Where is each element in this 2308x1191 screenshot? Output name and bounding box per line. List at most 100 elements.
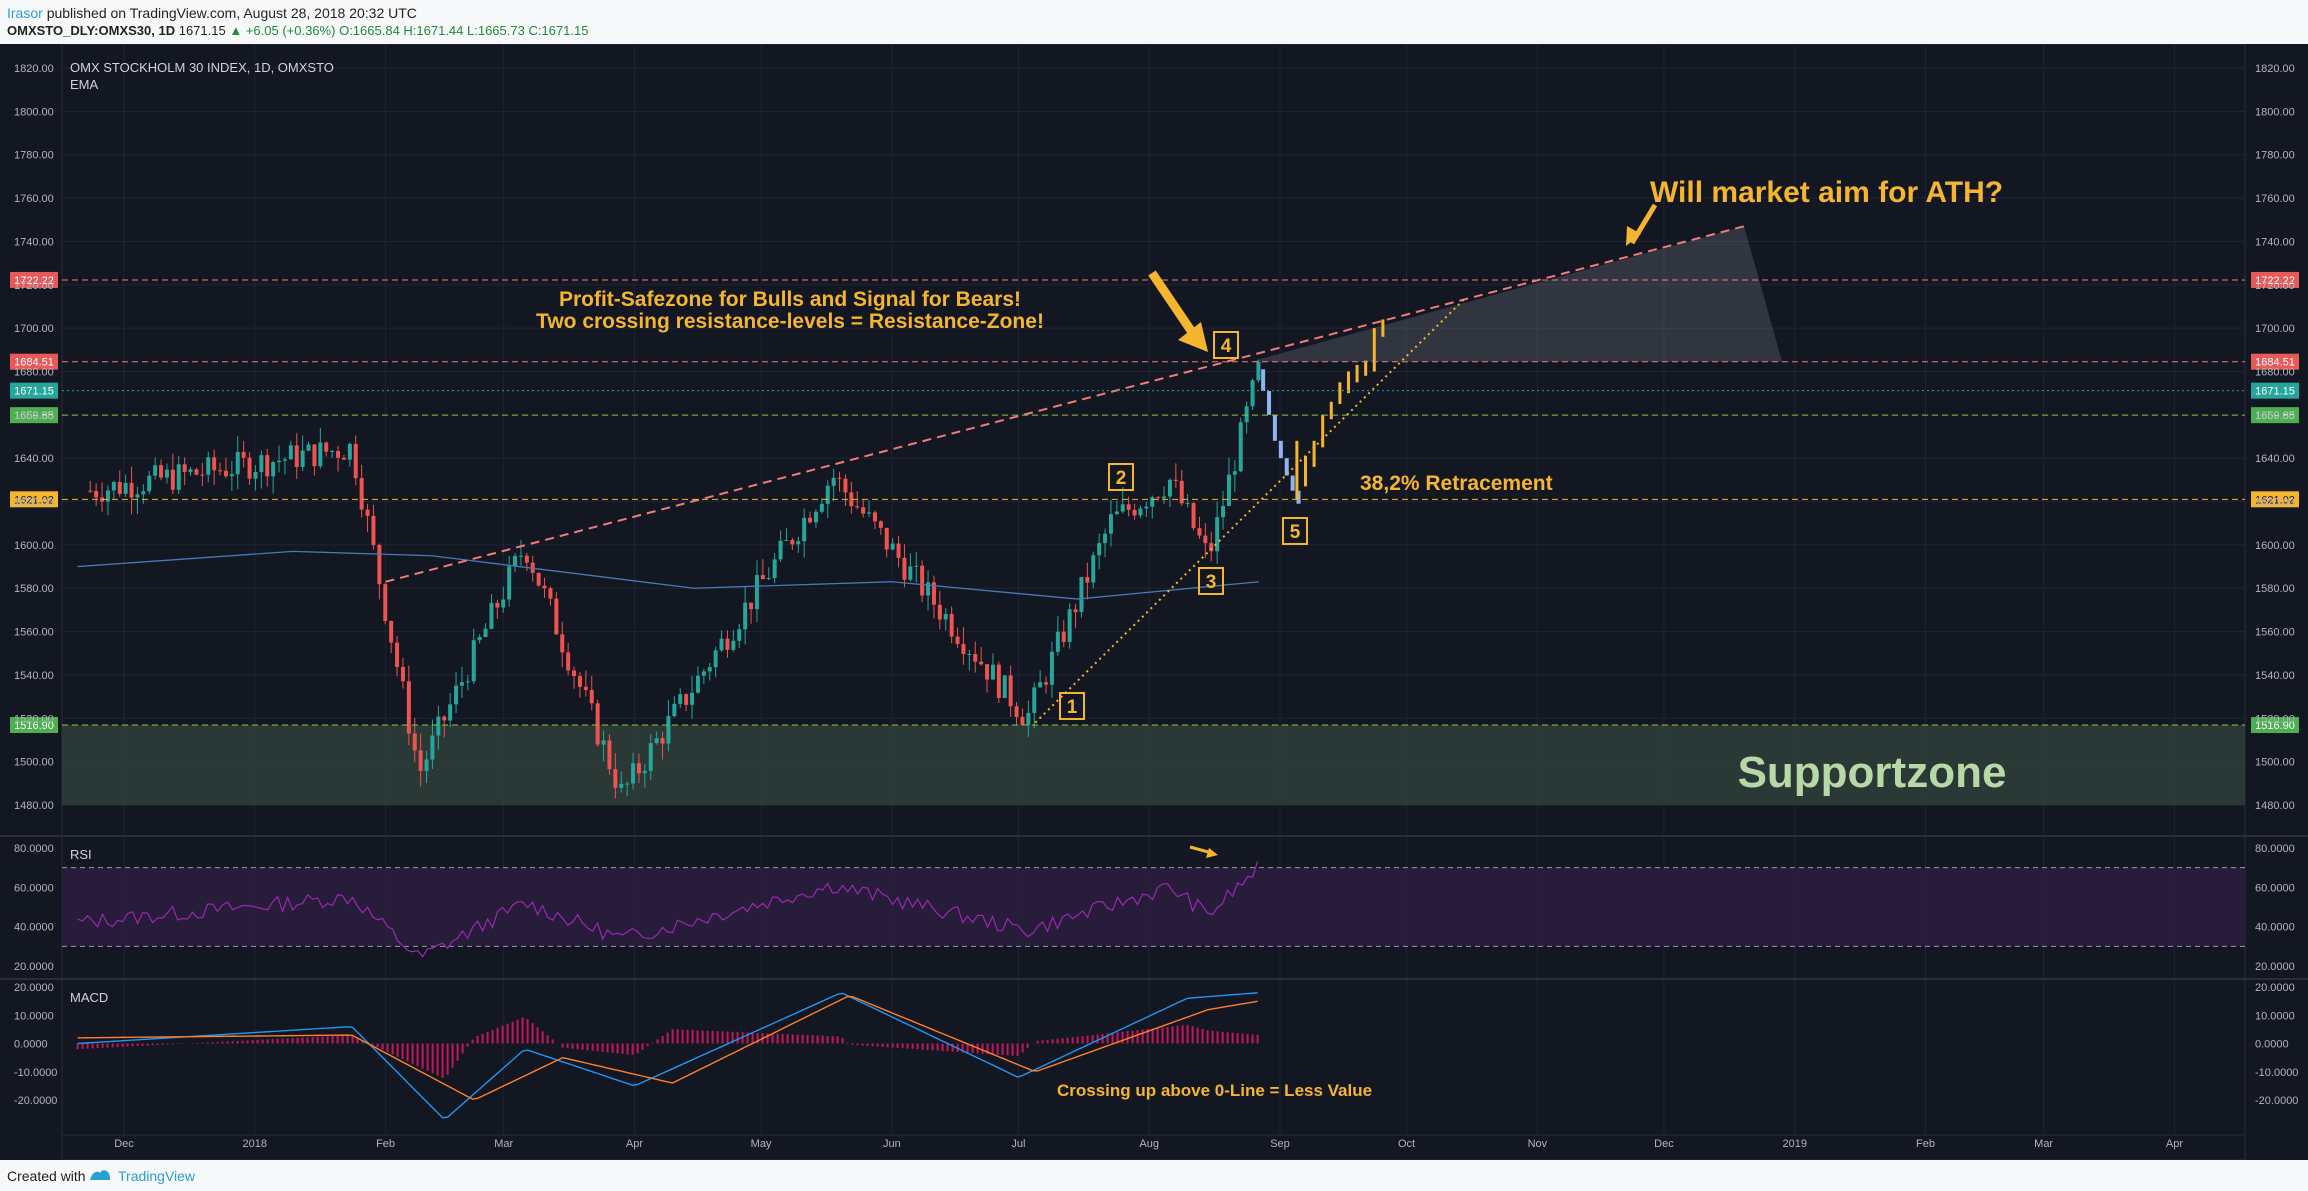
- candle: [501, 599, 506, 608]
- tradingview-logo-icon[interactable]: [88, 1166, 112, 1184]
- candle: [229, 474, 234, 477]
- rsi-line: [77, 861, 1259, 958]
- candle: [1103, 533, 1108, 544]
- y-tick-label-left: 1600.00: [14, 540, 54, 552]
- candle: [666, 716, 671, 744]
- candle: [383, 584, 388, 621]
- candle: [524, 555, 529, 563]
- candle: [170, 469, 175, 490]
- candle: [943, 614, 948, 620]
- candle: [808, 517, 813, 523]
- candle: [908, 566, 913, 580]
- candle: [819, 503, 824, 512]
- candle: [949, 614, 954, 637]
- candle: [713, 650, 718, 668]
- resistance-note-line2: Two crossing resistance-levels = Resista…: [536, 310, 1044, 333]
- candle: [1061, 631, 1066, 642]
- rsi-tick-left: 40.0000: [14, 922, 54, 934]
- candle: [678, 694, 683, 704]
- publish-header: Irasor published on TradingView.com, Aug…: [0, 0, 2308, 44]
- candle: [825, 485, 830, 504]
- ema-line: [77, 550, 1259, 600]
- plot-frame: [61, 44, 2246, 1160]
- rsi-tick-left: 60.0000: [14, 882, 54, 894]
- candle: [135, 494, 140, 498]
- y-tick-label-right: 1540.00: [2255, 670, 2295, 682]
- x-tick-label: Dec: [1654, 1138, 1674, 1150]
- candle: [371, 515, 376, 545]
- macd-label: MACD: [70, 990, 108, 1005]
- price-tag-label: 1659.85: [14, 410, 54, 422]
- candle: [583, 686, 588, 690]
- x-tick-label: Oct: [1398, 1138, 1415, 1150]
- y-tick-label-right: 1580.00: [2255, 583, 2295, 595]
- x-tick-label: Jun: [883, 1138, 901, 1150]
- candle: [872, 512, 877, 522]
- price-tag-label: 1659.85: [2255, 410, 2295, 422]
- x-tick-label: 2019: [1782, 1138, 1806, 1150]
- price-tag-label: 1621.02: [14, 494, 54, 506]
- candle: [265, 455, 270, 477]
- candle: [1238, 422, 1243, 472]
- candle: [194, 469, 199, 475]
- candle: [1185, 503, 1190, 505]
- x-tick-label: Dec: [114, 1138, 134, 1150]
- candle: [247, 457, 252, 479]
- candle: [790, 540, 795, 545]
- price-tag-label: 1684.51: [2255, 357, 2295, 369]
- candle: [442, 716, 447, 721]
- projection-candle: [1261, 369, 1266, 391]
- candle: [1032, 687, 1037, 713]
- candle: [1197, 528, 1202, 536]
- candle: [1079, 577, 1084, 613]
- projection-candle: [1284, 458, 1289, 476]
- candle: [642, 770, 647, 774]
- projection-bar: [1346, 371, 1350, 394]
- y-tick-label-right: 1620.00: [2255, 497, 2295, 509]
- macd-tick-right: 0.0000: [2255, 1039, 2289, 1051]
- candle: [560, 634, 565, 653]
- candle: [937, 604, 942, 620]
- y-tick-label-right: 1800.00: [2255, 106, 2295, 118]
- candle: [330, 450, 335, 452]
- candle: [996, 664, 1001, 698]
- candle: [359, 478, 364, 510]
- price-tag-label: 1684.51: [14, 357, 54, 369]
- projection-bar: [1321, 414, 1325, 448]
- y-tick-label-right: 1720.00: [2255, 280, 2295, 292]
- candle: [572, 670, 577, 677]
- candle: [601, 740, 606, 745]
- wave-label: 1: [1067, 697, 1078, 718]
- candle: [1244, 406, 1249, 423]
- candle: [513, 555, 518, 567]
- candle: [843, 478, 848, 493]
- y-tick-label-left: 1660.00: [14, 410, 54, 422]
- candle: [725, 638, 730, 650]
- candle: [636, 763, 641, 774]
- y-tick-label-left: 1740.00: [14, 236, 54, 248]
- y-tick-label-left: 1620.00: [14, 497, 54, 509]
- signal-line: [77, 995, 1258, 1100]
- price-tag-left: [10, 382, 58, 399]
- candle: [324, 442, 329, 452]
- candle: [1126, 504, 1131, 510]
- candle: [282, 459, 287, 461]
- projection-bar: [1364, 360, 1368, 376]
- x-tick-label: Mar: [494, 1138, 513, 1150]
- candle: [1108, 514, 1113, 534]
- candle: [784, 540, 789, 542]
- candle: [1020, 716, 1025, 726]
- author-link[interactable]: Irasor: [7, 5, 43, 21]
- candle: [294, 445, 299, 467]
- projection-bar: [1329, 401, 1333, 420]
- candle: [1173, 479, 1178, 481]
- tradingview-link[interactable]: TradingView: [118, 1168, 196, 1184]
- candle: [477, 636, 482, 641]
- price-tag-label: 1516.90: [14, 720, 54, 732]
- candle: [737, 629, 742, 641]
- rsi-band: [62, 867, 2245, 947]
- candle: [1162, 496, 1167, 499]
- symbol-name: OMXSTO_DLY:OMXS30, 1D: [7, 23, 176, 38]
- candle: [235, 452, 240, 475]
